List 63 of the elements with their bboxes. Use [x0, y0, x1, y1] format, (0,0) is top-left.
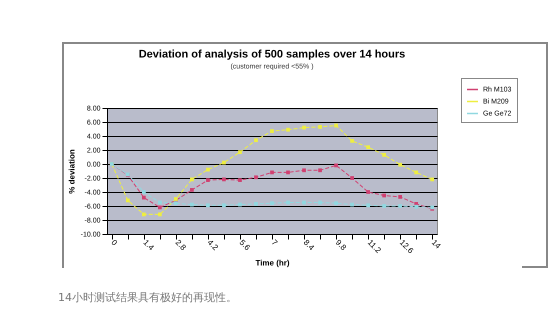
point	[190, 188, 194, 192]
point	[350, 202, 354, 206]
point	[238, 178, 242, 182]
point	[222, 178, 226, 182]
point	[366, 145, 370, 150]
chart-title: Deviation of analysis of 500 samples over 14 hours	[138, 48, 406, 60]
x-tick-label: 8.4	[302, 238, 316, 253]
point	[302, 200, 306, 204]
point	[222, 160, 226, 164]
point	[302, 168, 306, 172]
point	[286, 128, 290, 132]
x-tick-label: 0	[109, 238, 120, 248]
point	[142, 196, 146, 200]
point	[158, 200, 162, 204]
y-axis-title: % deviation	[68, 149, 77, 194]
point	[158, 206, 162, 210]
point	[430, 178, 434, 182]
point	[206, 168, 210, 172]
point	[254, 138, 258, 142]
x-tick-label: 2.8	[174, 238, 188, 253]
point	[270, 170, 274, 174]
point	[174, 201, 178, 206]
point	[158, 212, 162, 216]
point	[286, 200, 290, 204]
x-axis-title: Time (hr)	[255, 258, 290, 268]
x-tick-label: 1.4	[142, 238, 156, 253]
point	[334, 201, 338, 206]
point	[350, 139, 354, 143]
x-tick-label: 4.2	[206, 238, 220, 253]
point	[238, 202, 242, 206]
point	[142, 190, 146, 194]
point	[334, 124, 338, 128]
point	[334, 164, 338, 168]
text: 14小时测试结果具有极好的再现性。	[58, 290, 237, 305]
x-tick-label: 7	[270, 238, 280, 248]
point	[142, 212, 146, 216]
point	[318, 200, 322, 204]
point	[382, 194, 386, 198]
point	[190, 202, 194, 206]
point	[382, 204, 386, 208]
x-tick-label: 12.6	[398, 238, 416, 256]
point	[190, 178, 194, 182]
x-tick-label: 14	[430, 238, 443, 252]
point	[398, 204, 402, 208]
point	[350, 176, 354, 180]
point	[254, 202, 258, 206]
point	[254, 175, 258, 180]
point	[318, 125, 322, 129]
x-tick-label: 11.2	[366, 238, 384, 256]
point	[206, 178, 210, 182]
point	[238, 150, 242, 154]
point	[382, 153, 386, 157]
point	[286, 170, 290, 174]
point	[318, 168, 322, 172]
point	[366, 190, 370, 194]
point	[270, 129, 274, 133]
point	[366, 203, 370, 208]
point	[414, 170, 418, 174]
point	[398, 195, 402, 199]
point	[302, 126, 306, 130]
x-tick-label: 9.8	[334, 238, 348, 253]
x-tick-label: 5.6	[238, 238, 252, 253]
point	[126, 198, 130, 202]
